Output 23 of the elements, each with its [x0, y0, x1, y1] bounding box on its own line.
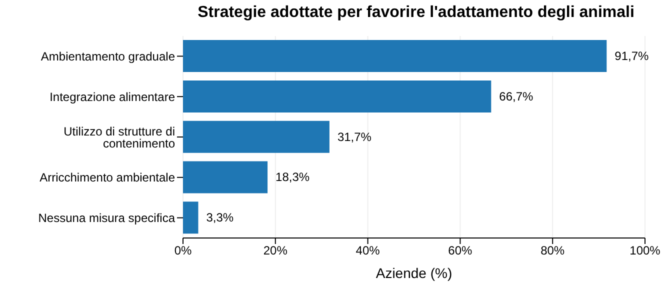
data-label: 3,3% [206, 210, 234, 225]
x-tick-label: 20% [263, 244, 288, 258]
data-label: 31,7% [337, 130, 372, 144]
y-tick-label: Ambientamento graduale [40, 49, 176, 64]
bar [183, 80, 492, 112]
x-tick-label: 60% [448, 244, 473, 258]
bar [183, 40, 607, 72]
bar [183, 161, 268, 194]
y-tick-label: Utilizzo di strutture di contenimento [64, 124, 176, 150]
data-label: 66,7% [499, 89, 534, 104]
bar [183, 202, 198, 234]
bar [183, 120, 330, 153]
x-tick-label: 100% [630, 244, 661, 258]
x-tick-label: 0% [174, 244, 192, 258]
data-label: 18,3% [276, 170, 310, 184]
y-tick-label: Arricchimento ambientale [40, 170, 176, 185]
data-label: 91,7% [614, 49, 650, 64]
chart-title: Strategie adottate per favorire l'adattamento degli animali [196, 4, 636, 22]
x-axis-title: Aziende (%) [376, 265, 452, 281]
y-tick-label: Integrazione alimentare [50, 90, 176, 104]
y-tick-label: Nessuna misura specifica [38, 211, 176, 226]
x-tick-label: 80% [540, 244, 565, 258]
x-tick-label: 40% [356, 244, 380, 258]
